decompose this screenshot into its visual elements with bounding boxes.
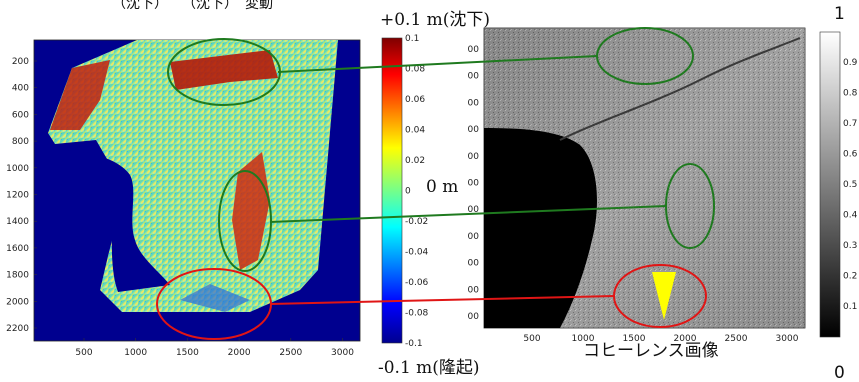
colorbar-tick-label: 0.4 bbox=[843, 211, 858, 221]
colorbar-tick-label: 0.3 bbox=[843, 241, 857, 251]
subsidence-zone-north bbox=[170, 50, 278, 90]
coherence-colorbar-bottom-label: 0 bbox=[834, 363, 845, 382]
colorbar-tick-label: 0.08 bbox=[405, 65, 425, 75]
x-tick-label: 2500 bbox=[725, 334, 748, 344]
y-tick-label: 400 bbox=[12, 84, 29, 94]
colorbar-tick-label: 0.8 bbox=[843, 89, 858, 99]
colorbar-tick-label: 0.5 bbox=[843, 180, 857, 190]
colorbar-tick-label: -0.06 bbox=[405, 278, 429, 288]
displacement-map bbox=[33, 38, 361, 342]
y-tick-label: 00 bbox=[468, 125, 480, 135]
x-tick-label: 500 bbox=[75, 348, 92, 358]
x-tick-label: 1000 bbox=[124, 348, 147, 358]
colorbar-tick-label: 0.1 bbox=[405, 34, 419, 44]
x-tick-label: 3000 bbox=[331, 348, 354, 358]
x-tick-label: 2000 bbox=[674, 334, 697, 344]
colorbar-tick-label: -0.1 bbox=[405, 339, 423, 349]
y-tick-label: 00 bbox=[468, 205, 480, 215]
displacement-map-x-ticks: 500 1000 1500 2000 2500 3000 bbox=[75, 338, 354, 358]
coherence-river bbox=[559, 37, 801, 141]
coherence-map bbox=[483, 27, 806, 329]
x-tick-label: 3000 bbox=[776, 334, 799, 344]
y-tick-label: 600 bbox=[12, 110, 29, 120]
x-tick-label: 2000 bbox=[228, 348, 251, 358]
header-fragment: （沈下） （沈下） 変動 bbox=[112, 0, 273, 12]
colorbar-mid-label: 0 m bbox=[426, 177, 458, 197]
colorbar-tick-label: 0 bbox=[405, 187, 411, 197]
y-tick-label: 1200 bbox=[6, 191, 29, 201]
coherence-map-y-ticks: 00 00 00 00 00 00 00 00 00 00 00 bbox=[468, 45, 480, 322]
y-tick-label: 00 bbox=[468, 259, 480, 269]
colorbar-tick-label: 0.9 bbox=[843, 58, 858, 68]
coherence-bay-water bbox=[484, 128, 597, 328]
connector-line-center bbox=[269, 205, 667, 223]
coherence-caption: コヒーレンス画像 bbox=[583, 341, 719, 361]
subsidence-zone-south bbox=[180, 284, 250, 312]
coherence-colorbar bbox=[819, 31, 841, 338]
y-tick-label: 1600 bbox=[6, 244, 29, 254]
y-tick-label: 00 bbox=[468, 312, 480, 322]
subsidence-zone-west bbox=[50, 60, 110, 130]
displacement-map-y-ticks: 200 400 600 800 1000 1200 1400 1600 1800 2000 2200 bbox=[6, 57, 37, 334]
y-tick-label: 2200 bbox=[6, 324, 29, 334]
coherence-map-x-ticks: 500 1000 1500 2000 2500 3000 bbox=[523, 334, 798, 344]
colorbar-tick-label: -0.04 bbox=[405, 248, 429, 258]
colorbar-tick-label: 0.02 bbox=[405, 156, 425, 166]
y-tick-label: 1000 bbox=[6, 164, 29, 174]
colorbar-top-label: +0.1 m(沈下) bbox=[380, 10, 490, 30]
y-tick-label: 00 bbox=[468, 179, 480, 189]
y-tick-label: 00 bbox=[468, 285, 480, 295]
y-tick-label: 00 bbox=[468, 72, 480, 82]
colorbar-tick-label: 0.06 bbox=[405, 95, 425, 105]
y-tick-label: 00 bbox=[468, 152, 480, 162]
y-tick-label: 00 bbox=[468, 45, 480, 55]
x-tick-label: 1500 bbox=[623, 334, 646, 344]
colorbar-tick-label: 0.1 bbox=[843, 302, 857, 312]
displacement-colorbar bbox=[381, 37, 403, 344]
y-tick-label: 1800 bbox=[6, 271, 29, 281]
y-tick-label: 00 bbox=[468, 232, 480, 242]
y-tick-label: 1400 bbox=[6, 217, 29, 227]
coherence-colorbar-top-label: 1 bbox=[834, 4, 845, 24]
y-tick-label: 00 bbox=[468, 98, 480, 108]
bay-water bbox=[60, 150, 170, 292]
yellow-triangle-marker bbox=[652, 272, 676, 320]
connector-line-north bbox=[277, 55, 598, 73]
x-tick-label: 2500 bbox=[279, 348, 302, 358]
colorbar-tick-label: 0.2 bbox=[843, 272, 857, 282]
x-tick-label: 500 bbox=[523, 334, 540, 344]
colorbar-tick-label: 0.04 bbox=[405, 126, 425, 136]
colorbar-bottom-label: -0.1 m(隆起) bbox=[378, 358, 480, 378]
y-tick-label: 800 bbox=[12, 137, 29, 147]
colorbar-tick-label: -0.08 bbox=[405, 309, 429, 319]
colorbar-tick-label: -0.02 bbox=[405, 217, 428, 227]
colorbar-tick-label: 0.7 bbox=[843, 119, 857, 129]
x-tick-label: 1000 bbox=[572, 334, 595, 344]
connector-line-south bbox=[269, 295, 615, 305]
y-tick-label: 200 bbox=[12, 57, 29, 67]
coherence-colorbar-ticks: 0.9 0.8 0.7 0.6 0.5 0.4 0.3 0.2 0.1 bbox=[843, 58, 858, 312]
colorbar-tick-label: 0.6 bbox=[843, 150, 858, 160]
displacement-colorbar-ticks: 0.1 0.08 0.06 0.04 0.02 0 -0.02 -0.04 -0.06 -0.08… bbox=[405, 34, 429, 349]
x-tick-label: 1500 bbox=[176, 348, 199, 358]
y-tick-label: 2000 bbox=[6, 297, 29, 307]
